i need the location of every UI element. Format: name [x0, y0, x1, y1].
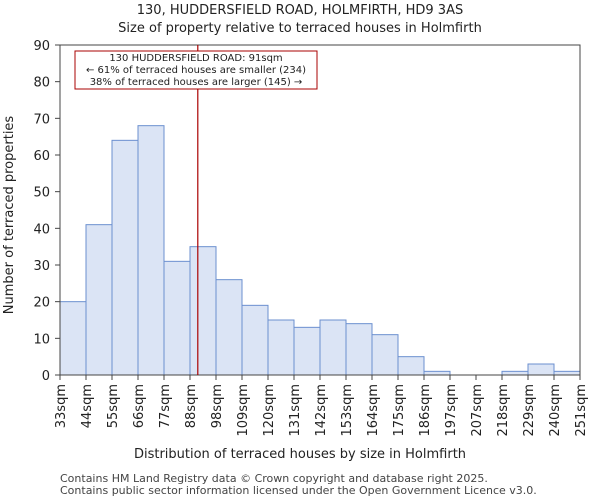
x-tick-label: 77sqm — [158, 384, 173, 428]
chart-title: 130, HUDDERSFIELD ROAD, HOLMFIRTH, HD9 3… — [137, 3, 463, 18]
x-tick-label: 218sqm — [496, 384, 511, 437]
bar-66sqm — [137, 125, 165, 376]
bar-98sqm — [215, 279, 243, 376]
x-ticks: 33sqm 44sqm 55sqm 66sqm 77sqm 88sqm 98sqm 109sq… — [54, 375, 589, 437]
plot-frame — [59, 44, 581, 376]
footer-line-1: Contains HM Land Registry data © Crown c… — [60, 472, 488, 485]
x-tick-label: 109sqm — [236, 384, 251, 437]
x-tick-label: 197sqm — [444, 384, 459, 437]
x-tick-label: 44sqm — [80, 384, 95, 428]
annotation-line-1: 130 HUDDERSFIELD ROAD: 91sqm — [109, 53, 282, 64]
x-tick-label: 229sqm — [522, 384, 537, 437]
bar-153sqm — [345, 323, 373, 376]
bar-240sqm — [553, 370, 581, 376]
x-tick-label: 175sqm — [392, 384, 407, 437]
bars-group — [59, 125, 581, 376]
x-tick-label: 240sqm — [548, 384, 563, 437]
bar-55sqm — [111, 139, 139, 376]
y-tick-label: 70 — [33, 112, 50, 127]
y-tick-label: 10 — [33, 332, 50, 347]
y-axis-label: Number of terraced properties — [2, 116, 17, 315]
y-tick-label: 40 — [33, 222, 50, 237]
y-tick-label: 30 — [33, 259, 50, 274]
bar-142sqm — [319, 319, 347, 376]
bar-120sqm — [267, 319, 295, 376]
y-tick-label: 20 — [33, 296, 50, 311]
x-tick-label: 131sqm — [288, 384, 303, 437]
bar-33sqm — [59, 301, 87, 376]
y-ticks: 0 10 20 30 40 50 60 70 80 90 — [33, 39, 60, 384]
bar-218sqm — [501, 370, 529, 376]
x-tick-label: 55sqm — [106, 384, 121, 428]
x-tick-label: 142sqm — [314, 384, 329, 437]
y-tick-label: 50 — [33, 186, 50, 201]
y-tick-label: 0 — [42, 369, 50, 384]
bar-229sqm — [527, 363, 555, 376]
y-tick-label: 60 — [33, 149, 50, 164]
bar-88sqm — [189, 246, 217, 376]
bar-109sqm — [241, 304, 269, 376]
x-tick-label: 33sqm — [54, 384, 69, 428]
x-tick-label: 66sqm — [132, 384, 147, 428]
x-tick-label: 207sqm — [470, 384, 485, 437]
bar-164sqm — [371, 334, 399, 376]
bar-131sqm — [293, 326, 321, 376]
chart-subtitle: Size of property relative to terraced ho… — [118, 21, 482, 36]
annotation-line-3: 38% of terraced houses are larger (145) … — [90, 77, 303, 88]
y-tick-label: 90 — [33, 39, 50, 54]
bar-44sqm — [85, 224, 113, 376]
x-tick-label: 120sqm — [262, 384, 277, 437]
bar-186sqm — [423, 370, 451, 376]
footer-line-2: Contains public sector information licen… — [60, 484, 537, 497]
y-tick-label: 80 — [33, 76, 50, 91]
x-tick-label: 98sqm — [210, 384, 225, 428]
x-tick-label: 251sqm — [574, 384, 589, 437]
bar-175sqm — [397, 356, 425, 376]
bar-77sqm — [163, 260, 191, 376]
x-tick-label: 164sqm — [366, 384, 381, 437]
x-tick-label: 88sqm — [184, 384, 199, 428]
x-axis-label: Distribution of terraced houses by size … — [134, 447, 466, 462]
x-tick-label: 153sqm — [340, 384, 355, 437]
annotation-line-2: ← 61% of terraced houses are smaller (23… — [86, 65, 306, 76]
x-tick-label: 186sqm — [418, 384, 433, 437]
annotation-box: 130 HUDDERSFIELD ROAD: 91sqm ← 61% of te… — [74, 50, 318, 90]
